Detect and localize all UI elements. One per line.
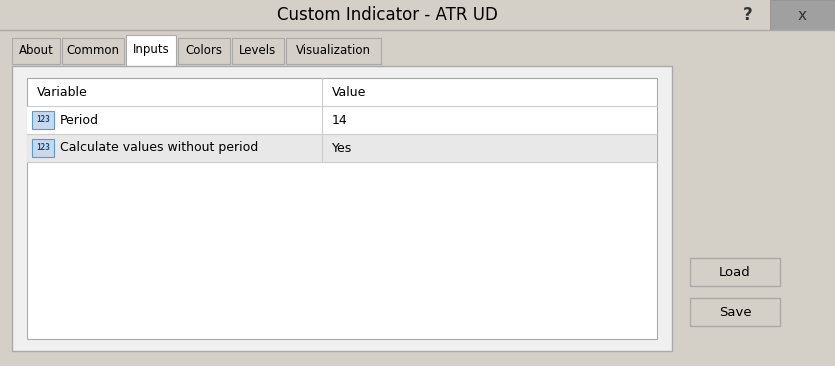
Text: Visualization: Visualization — [296, 45, 371, 57]
Bar — [770, 0, 835, 30]
Bar — [127, 62, 175, 67]
Text: About: About — [18, 45, 53, 57]
Text: Value: Value — [332, 86, 367, 98]
Text: Save: Save — [719, 306, 752, 318]
Bar — [178, 38, 230, 64]
Text: Variable: Variable — [37, 86, 88, 98]
Bar — [232, 38, 284, 64]
Bar — [690, 258, 780, 286]
Text: Load: Load — [719, 265, 751, 279]
Text: 14: 14 — [332, 113, 347, 127]
Bar — [32, 139, 54, 157]
Text: Common: Common — [67, 45, 119, 57]
Text: Period: Period — [60, 113, 99, 127]
Text: Levels: Levels — [240, 45, 276, 57]
Text: Inputs: Inputs — [133, 42, 170, 56]
Bar — [27, 78, 657, 339]
Bar — [126, 35, 176, 66]
Text: Yes: Yes — [332, 142, 352, 154]
Bar — [62, 38, 124, 64]
Text: Custom Indicator - ATR UD: Custom Indicator - ATR UD — [277, 6, 498, 24]
Bar — [32, 111, 54, 129]
Text: 123: 123 — [36, 143, 50, 153]
Bar — [27, 106, 657, 134]
Text: Calculate values without period: Calculate values without period — [60, 142, 258, 154]
Bar — [286, 38, 381, 64]
Text: 123: 123 — [36, 116, 50, 124]
Text: x: x — [797, 7, 807, 22]
Bar — [12, 66, 672, 351]
Bar — [690, 298, 780, 326]
Bar — [0, 0, 835, 30]
Text: ?: ? — [743, 6, 753, 24]
Bar — [0, 30, 835, 66]
Bar — [27, 134, 657, 162]
Bar — [12, 38, 60, 64]
Text: Colors: Colors — [185, 45, 222, 57]
